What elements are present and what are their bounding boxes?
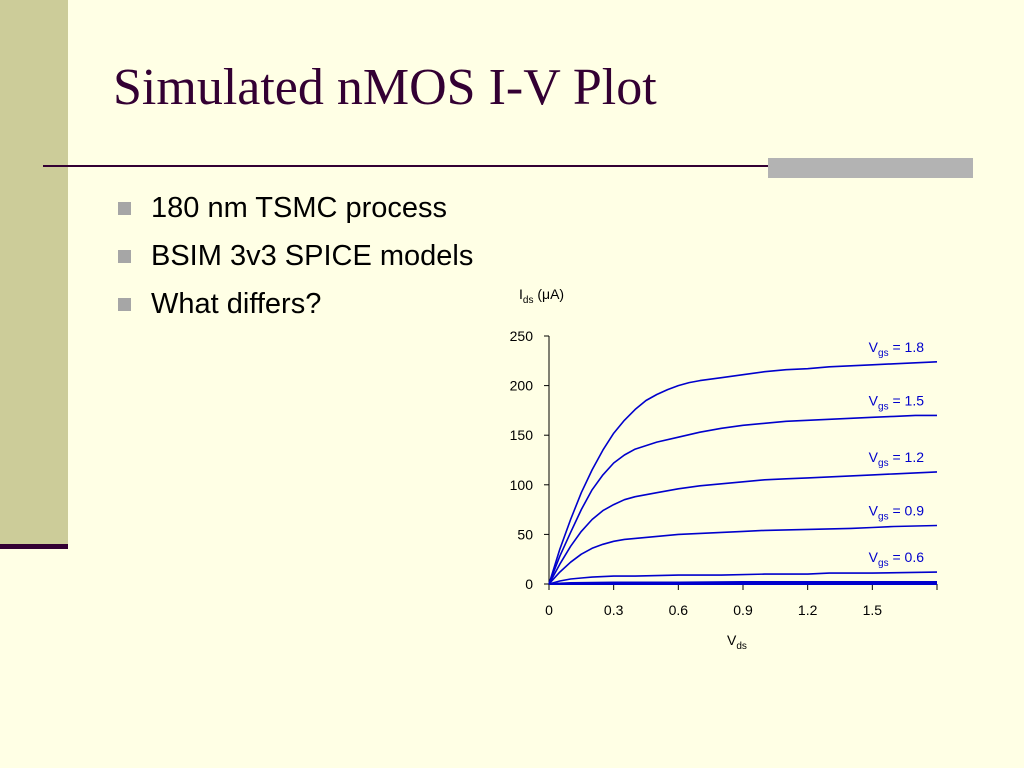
chart-curves [548, 361, 938, 585]
series-label: Vgs = 1.5 [869, 392, 925, 412]
slide-title: Simulated nMOS I-V Plot [113, 59, 657, 116]
chart-ticks: 0 50 100 150 200 250 0 0.3 0.6 0.9 1.2 1.5 [510, 328, 938, 618]
bullet-square-icon [118, 297, 131, 311]
series-label: Vgs = 0.9 [869, 502, 925, 522]
series-label: Vgs = 1.8 [869, 339, 925, 359]
series-line-0 [548, 361, 938, 585]
y-tick-label: 100 [510, 477, 534, 493]
bullet-item: What differs? [118, 280, 473, 328]
bullet-list: 180 nm TSMC process BSIM 3v3 SPICE model… [118, 184, 473, 328]
y-tick-label: 150 [510, 427, 534, 443]
series-label: Vgs = 0.6 [869, 549, 925, 569]
y-tick-label: 250 [510, 328, 534, 344]
bullet-item: BSIM 3v3 SPICE models [118, 232, 473, 280]
series-line-1 [548, 414, 937, 585]
series-line-5 [548, 581, 937, 585]
bullet-square-icon [118, 201, 131, 215]
bullet-square-icon [118, 249, 131, 263]
bullet-text: What differs? [151, 287, 322, 320]
left-decor-accent [0, 544, 68, 549]
title-divider [43, 165, 973, 167]
left-decor-band [0, 0, 68, 548]
x-tick-label: 0.3 [604, 602, 624, 618]
bullet-text: 180 nm TSMC process [151, 191, 448, 224]
series-label: Vgs = 1.2 [869, 449, 925, 469]
x-tick-label: 1.5 [863, 602, 883, 618]
x-axis-label: Vds [727, 632, 747, 652]
x-tick-label: 0.9 [733, 602, 753, 618]
series-line-3 [548, 524, 938, 585]
series-line-2 [548, 471, 938, 585]
bullet-text: BSIM 3v3 SPICE models [151, 239, 474, 272]
x-tick-label: 0 [545, 602, 553, 618]
y-tick-label: 200 [510, 378, 534, 394]
y-tick-label: 50 [517, 526, 533, 542]
title-divider-block [768, 158, 973, 178]
x-tick-label: 0.6 [669, 602, 689, 618]
chart-labels: Vgs = 1.8 Vgs = 1.5 Vgs = 1.2 Vgs = 0.9 Vgs … [519, 286, 924, 652]
y-axis-label: Ids (μA) [519, 286, 564, 306]
series-line-4 [548, 571, 938, 585]
y-tick-label: 0 [525, 576, 533, 592]
x-tick-label: 1.2 [798, 602, 818, 618]
bullet-item: 180 nm TSMC process [118, 184, 473, 232]
